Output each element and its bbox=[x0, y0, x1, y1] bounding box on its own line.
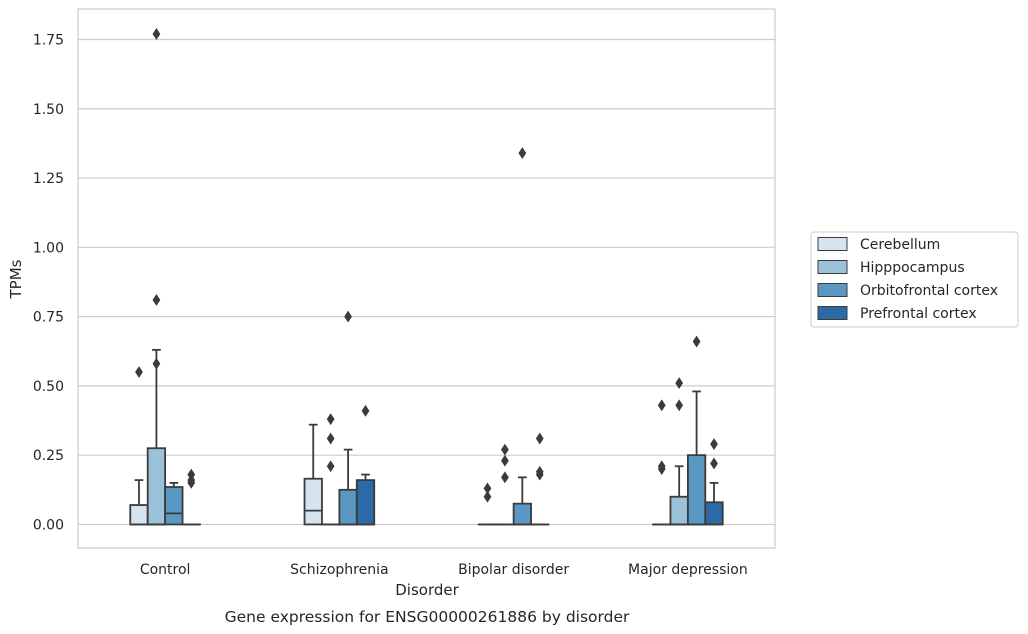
outlier-point bbox=[361, 404, 370, 417]
box bbox=[512, 147, 532, 526]
legend-swatch bbox=[817, 237, 848, 251]
box bbox=[129, 366, 149, 526]
outlier-point bbox=[152, 294, 161, 306]
box-body bbox=[512, 502, 532, 526]
legend-label: Prefrontal cortex bbox=[860, 306, 977, 322]
outlier-point bbox=[710, 438, 718, 451]
legend-swatch bbox=[817, 283, 848, 297]
box-body bbox=[355, 479, 376, 526]
outlier-point bbox=[152, 28, 161, 40]
legend-items: Cerebellum Hipppocampus Orbitofrontal cort… bbox=[817, 237, 998, 322]
box bbox=[704, 438, 724, 526]
outlier-point bbox=[344, 310, 352, 323]
y-axis-label: TPMs bbox=[7, 259, 25, 299]
legend-swatch bbox=[817, 260, 848, 274]
legend-label: Hipppocampus bbox=[860, 260, 965, 276]
box-body bbox=[686, 454, 707, 526]
box bbox=[686, 335, 707, 526]
box-body bbox=[146, 447, 167, 526]
outlier-point bbox=[535, 465, 544, 478]
x-axis-label: Disorder bbox=[395, 581, 459, 599]
x-tick-label: Bipolar disorder bbox=[458, 562, 569, 578]
box bbox=[321, 413, 341, 526]
x-tick-label: Major depression bbox=[628, 562, 748, 578]
outlier-point bbox=[657, 460, 666, 473]
plot-area-frame bbox=[77, 8, 776, 549]
box bbox=[669, 377, 689, 526]
outlier-point bbox=[152, 357, 161, 370]
y-tick-label: 1.50 bbox=[33, 102, 64, 118]
y-tick-label: 1.00 bbox=[33, 240, 64, 256]
box bbox=[338, 310, 358, 526]
y-tick-label: 1.75 bbox=[33, 32, 64, 48]
box-body bbox=[338, 488, 358, 526]
y-tick-label: 1.25 bbox=[33, 171, 64, 187]
outlier-point bbox=[675, 399, 684, 412]
outlier-point bbox=[657, 399, 666, 412]
box-body bbox=[164, 486, 184, 526]
outlier-point bbox=[326, 432, 335, 445]
outlier-point bbox=[483, 490, 492, 503]
outlier-point bbox=[501, 454, 509, 467]
outlier-point bbox=[501, 471, 509, 484]
outlier-point bbox=[501, 443, 509, 456]
legend-swatch bbox=[817, 306, 848, 320]
legend-frame bbox=[810, 231, 1019, 328]
box bbox=[652, 399, 672, 526]
box bbox=[164, 481, 184, 526]
outlier-point bbox=[135, 366, 143, 378]
box bbox=[146, 28, 167, 526]
box bbox=[355, 404, 376, 526]
outlier-point bbox=[326, 460, 335, 473]
box-body bbox=[129, 504, 149, 526]
gridlines bbox=[78, 38, 775, 526]
box-body bbox=[669, 495, 689, 526]
box bbox=[477, 482, 498, 526]
box bbox=[530, 432, 550, 526]
outlier-point bbox=[535, 432, 544, 445]
legend: Cerebellum Hipppocampus Orbitofrontal cort… bbox=[810, 231, 1019, 328]
box-body bbox=[303, 477, 323, 526]
outlier-point bbox=[710, 457, 718, 470]
outlier-point bbox=[692, 335, 701, 348]
y-tick-label: 0.50 bbox=[33, 379, 64, 395]
x-axis-ticks: Control Schizophrenia Bipolar disorder Majo… bbox=[140, 562, 748, 578]
box bbox=[495, 443, 515, 526]
outlier-point bbox=[483, 482, 492, 495]
outlier-point bbox=[675, 377, 684, 390]
legend-label: Orbitofrontal cortex bbox=[860, 283, 998, 299]
x-tick-label: Control bbox=[140, 562, 191, 578]
y-tick-label: 0.75 bbox=[33, 310, 64, 326]
y-axis-ticks: 0.00 0.25 0.50 0.75 1.00 1.25 1.50 1.75 bbox=[33, 32, 64, 533]
y-tick-label: 0.00 bbox=[33, 517, 64, 533]
box bbox=[303, 423, 323, 526]
box bbox=[181, 468, 201, 526]
outlier-point bbox=[187, 468, 196, 481]
outlier-point bbox=[518, 147, 527, 160]
y-tick-label: 0.25 bbox=[33, 448, 64, 464]
chart-caption: Gene expression for ENSG00000261886 by d… bbox=[225, 608, 630, 626]
outlier-point bbox=[326, 413, 335, 426]
box-body bbox=[704, 501, 724, 526]
legend-label: Cerebellum bbox=[860, 237, 940, 253]
box-series bbox=[129, 28, 724, 526]
x-tick-label: Schizophrenia bbox=[290, 562, 388, 578]
